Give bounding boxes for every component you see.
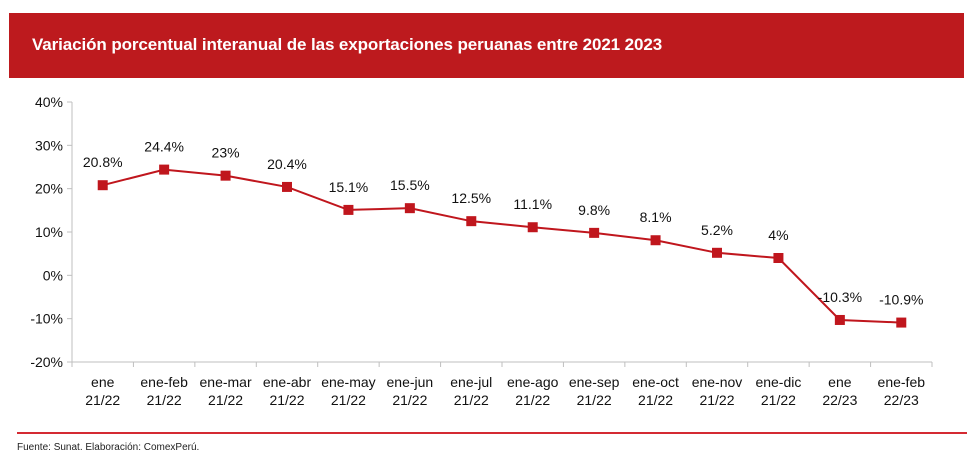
x-tick-label-period: 21/22 <box>454 392 489 408</box>
data-point-marker <box>466 216 477 227</box>
x-tick-label: ene <box>828 374 852 390</box>
y-tick-label: -10% <box>30 311 63 327</box>
y-tick-label: 20% <box>35 181 63 197</box>
data-point-marker <box>404 203 415 214</box>
x-tick-label: ene-feb <box>878 374 926 390</box>
x-tick-label-period: 22/23 <box>822 392 857 408</box>
data-label: 23% <box>212 145 240 161</box>
x-tick-label: ene-oct <box>632 374 679 390</box>
data-label: 11.1% <box>513 196 552 212</box>
x-tick-label-period: 21/22 <box>761 392 796 408</box>
x-tick-label: ene-feb <box>140 374 188 390</box>
y-tick-label: 40% <box>35 94 63 110</box>
x-tick-label: ene-nov <box>692 374 743 390</box>
x-tick-label-period: 21/22 <box>208 392 243 408</box>
source-note: Fuente: Sunat. Elaboración: ComexPerú. <box>17 442 200 453</box>
data-label: 9.8% <box>578 202 610 218</box>
data-label: 15.1% <box>329 179 369 195</box>
data-point-marker <box>896 317 907 328</box>
data-point-marker <box>650 235 661 246</box>
x-tick-label-period: 21/22 <box>577 392 612 408</box>
x-tick-label-period: 21/22 <box>392 392 427 408</box>
chart-header: Variación porcentual interanual de las e… <box>9 13 964 78</box>
data-label: 8.1% <box>640 209 672 225</box>
x-tick-label: ene-may <box>321 374 375 390</box>
footer-divider <box>17 432 967 434</box>
data-point-marker <box>220 170 231 181</box>
data-label: 5.2% <box>701 222 733 238</box>
data-label: 24.4% <box>144 139 184 155</box>
data-point-marker <box>527 222 538 233</box>
x-tick-label: ene-jun <box>387 374 434 390</box>
x-tick-label-period: 21/22 <box>331 392 366 408</box>
data-label: 15.5% <box>390 177 430 193</box>
x-tick-label-period: 21/22 <box>515 392 550 408</box>
data-label: -10.9% <box>879 292 923 308</box>
x-tick-label: ene-dic <box>755 374 801 390</box>
x-tick-label: ene-abr <box>263 374 312 390</box>
data-label: 4% <box>768 227 788 243</box>
x-tick-label-period: 21/22 <box>638 392 673 408</box>
data-point-marker <box>343 204 354 215</box>
data-point-marker <box>282 181 292 192</box>
x-tick-label: ene-jul <box>450 374 492 390</box>
data-point-marker <box>159 164 170 175</box>
data-point-marker <box>834 314 845 325</box>
data-point-marker <box>589 227 600 238</box>
chart-title: Variación porcentual interanual de las e… <box>32 35 663 54</box>
x-tick-label: ene <box>91 374 115 390</box>
y-tick-label: 30% <box>35 137 63 153</box>
x-tick-label: ene-mar <box>200 374 252 390</box>
data-point-marker <box>97 180 108 191</box>
data-label: 20.8% <box>83 154 123 170</box>
x-tick-label-period: 21/22 <box>85 392 120 408</box>
data-label: -10.3% <box>818 289 862 305</box>
x-tick-label-period: 21/22 <box>269 392 304 408</box>
y-tick-label: 10% <box>35 224 63 240</box>
x-tick-label-period: 21/22 <box>699 392 734 408</box>
x-tick-label-period: 21/22 <box>147 392 182 408</box>
data-label: 20.4% <box>267 156 307 172</box>
series-line <box>102 168 902 324</box>
x-tick-label-period: 22/23 <box>884 392 919 408</box>
x-tick-label: ene-sep <box>569 374 620 390</box>
y-tick-label: 0% <box>43 267 63 283</box>
x-tick-label: ene-ago <box>507 374 559 390</box>
data-point-marker <box>712 247 722 258</box>
data-point-marker <box>773 253 784 263</box>
data-label: 12.5% <box>451 190 491 206</box>
y-tick-label: -20% <box>30 354 63 370</box>
line-chart: 40% 30% 20% 10% 0% -10% -20% ene 21/22 ene-feb 21/… <box>30 94 933 408</box>
